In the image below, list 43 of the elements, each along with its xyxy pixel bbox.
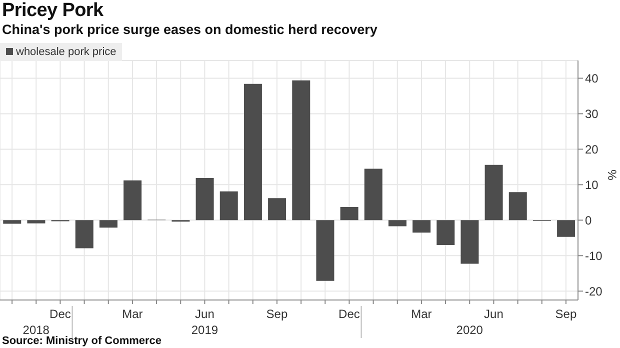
x-tick-label: Jun: [195, 307, 214, 321]
source-note: Source: Ministry of Commerce: [2, 335, 162, 347]
text: 2018: [22, 323, 50, 337]
x-tick-label: Sep: [266, 307, 288, 321]
bar: [3, 220, 22, 224]
bar: [220, 191, 238, 220]
bar: [364, 168, 382, 220]
y-tick-label: 40: [585, 72, 599, 86]
x-tick-label: Dec: [50, 307, 71, 321]
bar: [388, 220, 406, 226]
bar: [292, 80, 310, 220]
y-tick-label: -20: [585, 284, 603, 298]
legend-label: wholesale pork price: [15, 46, 116, 58]
x-tick-label: Sep: [555, 307, 577, 321]
bar: [75, 220, 94, 248]
x-tick-label: Mar: [411, 307, 432, 321]
y-tick-label: 10: [585, 178, 599, 192]
bar: [99, 220, 118, 228]
chart-subtitle: China's pork price surge eases on domestic herd recovery: [2, 22, 378, 37]
bar: [484, 164, 503, 220]
y-tick-label: 20: [585, 142, 599, 156]
x-tick-label: Jun: [484, 307, 504, 321]
bar: [268, 198, 286, 220]
chart-title: Pricey Pork: [2, 0, 104, 22]
y-axis-title: %: [604, 170, 619, 181]
bar: [196, 178, 214, 220]
bar: [436, 220, 455, 246]
bar: [557, 220, 576, 237]
text: 2020: [456, 323, 484, 337]
bar: [244, 84, 262, 220]
bar: [340, 207, 358, 220]
x-tick-label: Mar: [122, 307, 143, 321]
text: 2019: [191, 323, 218, 337]
y-tick-label: 0: [585, 213, 592, 228]
y-tick-label: -10: [585, 248, 603, 263]
bar: [316, 220, 334, 281]
bar: [27, 220, 46, 224]
y-tick-label: 30: [585, 106, 599, 121]
bar: [508, 192, 527, 220]
x-tick-label: Dec: [338, 307, 360, 321]
bar: [124, 180, 142, 220]
bar: [412, 220, 431, 233]
bar: [460, 220, 479, 264]
